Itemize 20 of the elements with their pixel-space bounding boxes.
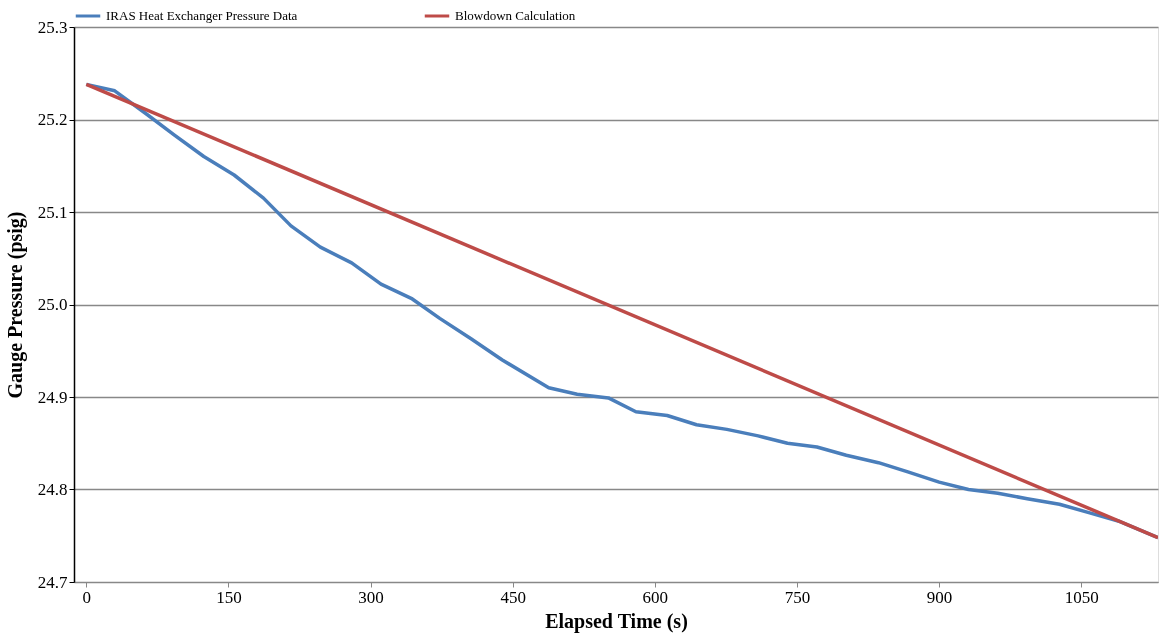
x-tick-label: 150 (216, 587, 242, 607)
y-axis-title: Gauge Pressure (psig) (3, 211, 27, 399)
x-tick-label: 750 (784, 587, 811, 607)
x-tick-label: 1050 (1064, 587, 1099, 607)
x-tick-label: 450 (500, 587, 526, 607)
y-tick-label: 25.3 (37, 17, 68, 37)
x-tick-label: 300 (358, 587, 384, 607)
y-tick-label: 24.8 (37, 480, 68, 499)
x-tick-label: 600 (642, 587, 669, 607)
x-tick-label: 0 (82, 587, 92, 607)
legend-label: IRAS Heat Exchanger Pressure Data (106, 8, 298, 23)
y-tick-label: 25.2 (37, 110, 68, 129)
y-tick-label: 25.0 (37, 295, 68, 314)
y-tick-label: 24.7 (37, 572, 68, 592)
y-tick-label: 25.1 (37, 202, 68, 222)
x-axis-title: Elapsed Time (s) (545, 609, 688, 633)
y-tick-label: 24.9 (37, 387, 68, 407)
line-series (84, 82, 1158, 540)
legend-label: Blowdown Calculation (455, 8, 576, 23)
x-tick-label: 900 (926, 587, 953, 607)
